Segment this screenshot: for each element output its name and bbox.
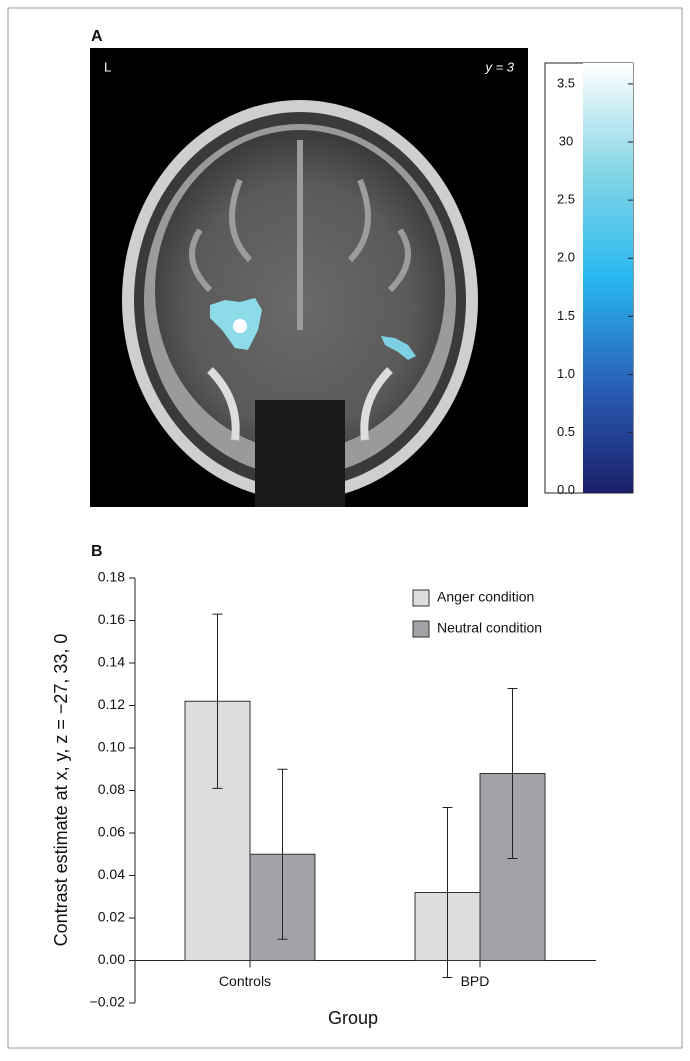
annotation: y = 3 bbox=[484, 59, 514, 74]
y-tick-label: 0.00 bbox=[98, 951, 125, 967]
y-tick-label: 0.14 bbox=[98, 654, 125, 670]
panel-label: B bbox=[91, 543, 103, 560]
y-tick-label: 0.12 bbox=[98, 696, 125, 712]
colorbar-tick-label: 0.0 bbox=[557, 482, 575, 497]
y-tick-label: 0.10 bbox=[98, 739, 125, 755]
y-tick-label: −0.02 bbox=[90, 994, 126, 1010]
x-axis-title: Group bbox=[328, 1008, 378, 1028]
colorbar-gradient bbox=[583, 63, 633, 493]
colorbar-tick-label: 30 bbox=[559, 133, 573, 148]
colorbar-tick-label: 0.5 bbox=[557, 424, 575, 439]
y-tick-label: 0.06 bbox=[98, 824, 125, 840]
legend-swatch bbox=[412, 589, 430, 607]
colorbar-tick-label: 3.5 bbox=[557, 75, 575, 90]
y-tick-label: 0.18 bbox=[98, 569, 125, 585]
colorbar-tick-label: 2.0 bbox=[557, 250, 575, 265]
y-tick-label: 0.08 bbox=[98, 781, 125, 797]
y-tick-label: 0.02 bbox=[98, 909, 125, 925]
legend-label: Neutral condition bbox=[437, 620, 542, 636]
legend-label: Anger condition bbox=[437, 589, 534, 605]
legend-swatch bbox=[412, 620, 430, 638]
panel-label: A bbox=[91, 28, 103, 45]
colorbar-tick-label: 2.5 bbox=[557, 192, 575, 207]
y-axis-title: Contrast estimate at x, y, z = −27, 33, … bbox=[51, 634, 71, 947]
figure-border bbox=[7, 7, 683, 1049]
x-tick-label: Controls bbox=[219, 973, 271, 989]
x-tick-label: BPD bbox=[461, 973, 490, 989]
annotation: L bbox=[104, 59, 111, 74]
y-tick-label: 0.16 bbox=[98, 611, 125, 627]
brain-image: L y = 3 bbox=[90, 48, 528, 507]
colorbar-tick-label: 1.0 bbox=[557, 366, 575, 381]
y-tick-label: 0.04 bbox=[98, 866, 125, 882]
colorbar-tick-label: 1.5 bbox=[557, 308, 575, 323]
